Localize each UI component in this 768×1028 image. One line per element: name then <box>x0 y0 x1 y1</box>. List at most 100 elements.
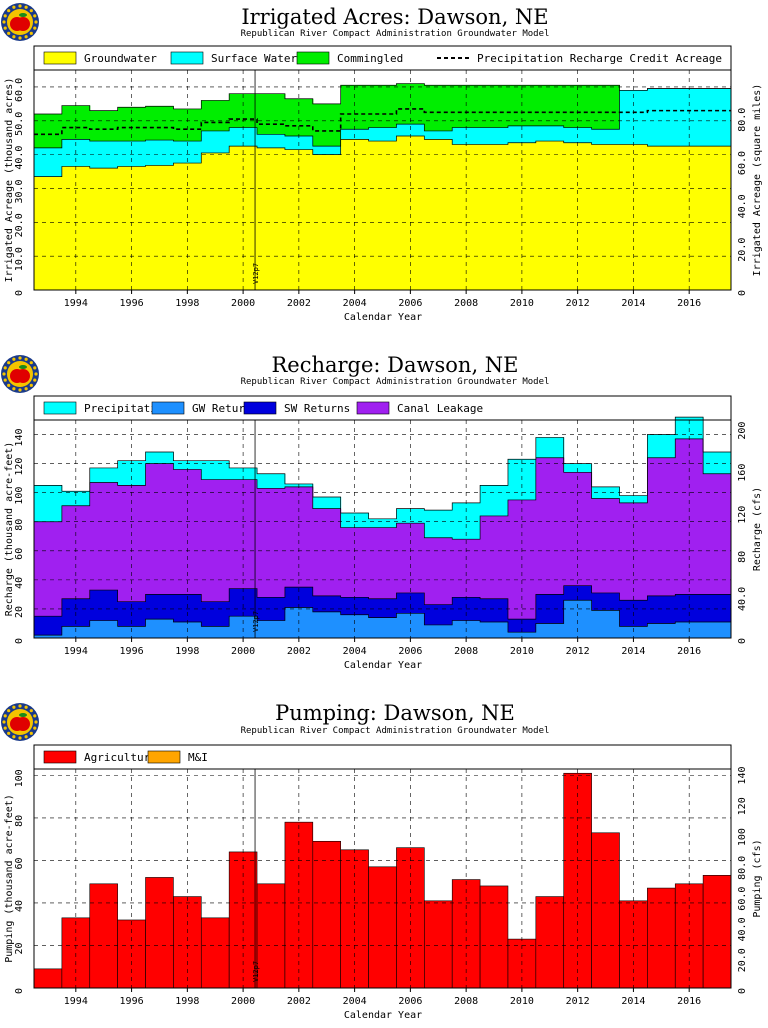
logo-dot <box>34 720 38 724</box>
x-tick-label: 2014 <box>621 298 645 309</box>
stack-segment <box>368 527 397 599</box>
y-right-tick-label: 0 <box>737 290 748 296</box>
chart-subtitle: Republican River Compact Administration … <box>241 726 550 736</box>
y-axis-right: 0 20.0 40.0 60.0 80.0 100 120 140 Pumping (cfs) <box>737 767 763 995</box>
y-tick-label: 0 <box>14 290 25 296</box>
legend-swatch <box>147 750 181 764</box>
stack-segment <box>117 166 147 290</box>
x-tick-label: 2006 <box>398 646 422 657</box>
bar <box>340 849 369 989</box>
legend-label: Commingled <box>337 52 403 65</box>
stack-segment <box>480 515 509 599</box>
y-tick-label: 0 <box>14 638 25 644</box>
logo-dot <box>34 20 38 24</box>
stack-segment <box>257 597 286 621</box>
stack-segment <box>535 141 565 290</box>
stack-segment <box>424 537 453 605</box>
logo-dot <box>24 35 28 39</box>
stack-segment <box>591 129 620 145</box>
stack-segment <box>229 616 258 638</box>
stack-segment <box>201 601 230 627</box>
stack-segment <box>591 498 620 593</box>
logo-dot <box>29 709 33 713</box>
y-right-tick-label: 80.0 <box>737 108 748 132</box>
x-tick-label: 2016 <box>677 646 701 657</box>
stack-segment <box>312 103 342 147</box>
logo-leaf <box>19 713 27 717</box>
x-tick-label: 2012 <box>566 646 590 657</box>
legend-label: Groundwater <box>84 52 157 65</box>
y-tick-label: 40 <box>14 577 25 589</box>
stack-segment <box>257 488 286 598</box>
x-tick-label: 1994 <box>64 646 88 657</box>
data-marks <box>34 416 732 638</box>
stack-segment <box>619 626 648 638</box>
stack-segment <box>89 168 119 290</box>
stack-segment <box>535 85 565 126</box>
bar <box>368 866 397 989</box>
stack-segment <box>201 479 230 602</box>
stack-segment <box>145 619 174 638</box>
stack-segment <box>591 144 620 290</box>
legend-label: GW Returns <box>192 402 258 415</box>
y-tick-label: 100 <box>14 487 25 505</box>
y-axis-label: Irrigated Acreage (thousand acres) <box>4 78 15 283</box>
stack-segment <box>647 457 676 596</box>
x-axis-label: Calendar Year <box>344 1010 422 1021</box>
logo-dot <box>29 383 33 387</box>
y-right-tick-label: 140 <box>737 767 748 785</box>
bar <box>200 917 230 989</box>
x-tick-label: 2014 <box>621 996 645 1007</box>
bar <box>173 896 202 989</box>
y-tick-label: 0 <box>14 988 25 994</box>
logo-leaf <box>19 365 27 369</box>
x-axis: 1994 1996 1998 2000 2002 2004 2006 2008 2010 2012… <box>64 988 701 1021</box>
x-tick-label: 2002 <box>287 298 311 309</box>
bar <box>647 887 676 989</box>
logo-dot <box>33 366 37 370</box>
x-tick-label: 2008 <box>454 996 478 1007</box>
stack-segment <box>34 616 63 636</box>
x-tick-label: 1998 <box>175 646 199 657</box>
x-tick-label: 1994 <box>64 298 88 309</box>
stack-segment <box>312 497 342 509</box>
legend: Groundwater Surface Water Commingled Precip… <box>33 45 732 71</box>
x-tick-label: 2012 <box>566 996 590 1007</box>
stack-segment <box>396 592 425 614</box>
stack-segment <box>368 141 397 290</box>
plot-frame <box>33 419 732 639</box>
stack-segment <box>424 624 453 638</box>
logo-dot <box>7 31 11 35</box>
x-tick-label: 2010 <box>510 996 534 1007</box>
y-right-tick-label: 40.0 <box>737 194 748 218</box>
y-right-tick-label: 80 <box>737 551 748 563</box>
plot-frame <box>33 768 732 989</box>
y-tick-label: 100 <box>14 769 25 787</box>
stack-segment <box>591 85 620 130</box>
stack-segment <box>61 626 91 638</box>
legend-label: Precipitation <box>84 402 170 415</box>
stack-segment <box>507 632 537 638</box>
x-tick-label: 2000 <box>231 298 255 309</box>
legend: Agricultural M&I <box>33 744 732 770</box>
logo-dot <box>12 387 16 391</box>
stack-segment <box>89 467 119 483</box>
stack-segment <box>201 100 230 131</box>
bar <box>535 896 565 989</box>
stack-segment <box>480 127 509 145</box>
stack-segment <box>368 127 397 142</box>
x-axis-label: Calendar Year <box>344 312 422 323</box>
logo-dot <box>29 31 33 35</box>
stack-segment <box>145 140 174 166</box>
logo-dot <box>3 366 7 370</box>
stack-segment <box>535 437 565 458</box>
logo-apple-right <box>16 17 30 31</box>
stack-segment <box>117 460 147 486</box>
legend-label: Surface Water <box>211 52 297 65</box>
x-tick-label: 2006 <box>398 996 422 1007</box>
x-tick-label: 2016 <box>677 996 701 1007</box>
legend-swatch <box>43 750 77 764</box>
stack-segment <box>312 611 342 638</box>
